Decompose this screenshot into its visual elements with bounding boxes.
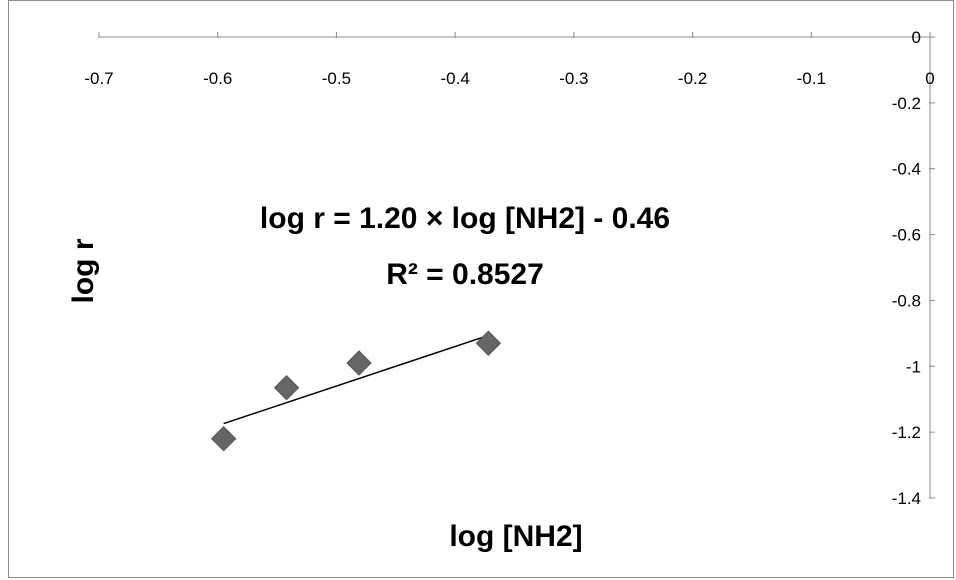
y-tick-label: -0.2 bbox=[892, 94, 921, 113]
axes bbox=[98, 32, 935, 499]
y-tick-label: -0.6 bbox=[892, 226, 921, 245]
data-point-diamond bbox=[210, 426, 237, 452]
x-tick-label: -0.4 bbox=[440, 69, 469, 88]
x-tick-label: -0.6 bbox=[203, 69, 232, 88]
data-points bbox=[210, 330, 502, 452]
y-tick-label: -0.8 bbox=[892, 291, 921, 310]
equation-annotation: log r = 1.20 × log [NH2] - 0.46 bbox=[260, 202, 670, 235]
trendline-layer bbox=[223, 334, 489, 425]
x-tick-label: -0.5 bbox=[322, 69, 351, 88]
data-point-diamond bbox=[346, 350, 372, 376]
y-tick-label: 0 bbox=[912, 28, 921, 47]
x-tick-label: -0.2 bbox=[678, 69, 707, 88]
scatter-chart: -0.7 -0.6 -0.5 -0.4 -0.3 -0.2 -0.1 00-0.2-0.4-0… bbox=[67, 28, 935, 553]
y-tick-label: -0.4 bbox=[892, 160, 921, 179]
r-squared-annotation: R² = 0.8527 bbox=[386, 258, 544, 291]
x-axis-title: log [NH2] bbox=[449, 520, 582, 553]
y-tick-label: -1 bbox=[906, 357, 921, 376]
y-tick-label: -1.4 bbox=[892, 489, 921, 508]
x-tick-label: -0.7 bbox=[84, 69, 113, 88]
data-point-diamond bbox=[475, 330, 502, 356]
x-tick-label: -0.1 bbox=[797, 69, 826, 88]
chart-frame: -0.7 -0.6 -0.5 -0.4 -0.3 -0.2 -0.1 0 0 -0.2 -0.4 -0… bbox=[8, 0, 954, 578]
data-point-diamond bbox=[273, 374, 300, 401]
trendline bbox=[223, 334, 489, 425]
x-tick-label: 0 bbox=[925, 69, 934, 88]
y-axis-title: log r bbox=[67, 238, 100, 303]
tick-labels: -0.7 -0.6 -0.5 -0.4 -0.3 -0.2 -0.1 00-0.2-0.4-0… bbox=[84, 28, 934, 508]
y-tick-label: -1.2 bbox=[892, 423, 921, 442]
x-tick-label: -0.3 bbox=[559, 69, 588, 88]
